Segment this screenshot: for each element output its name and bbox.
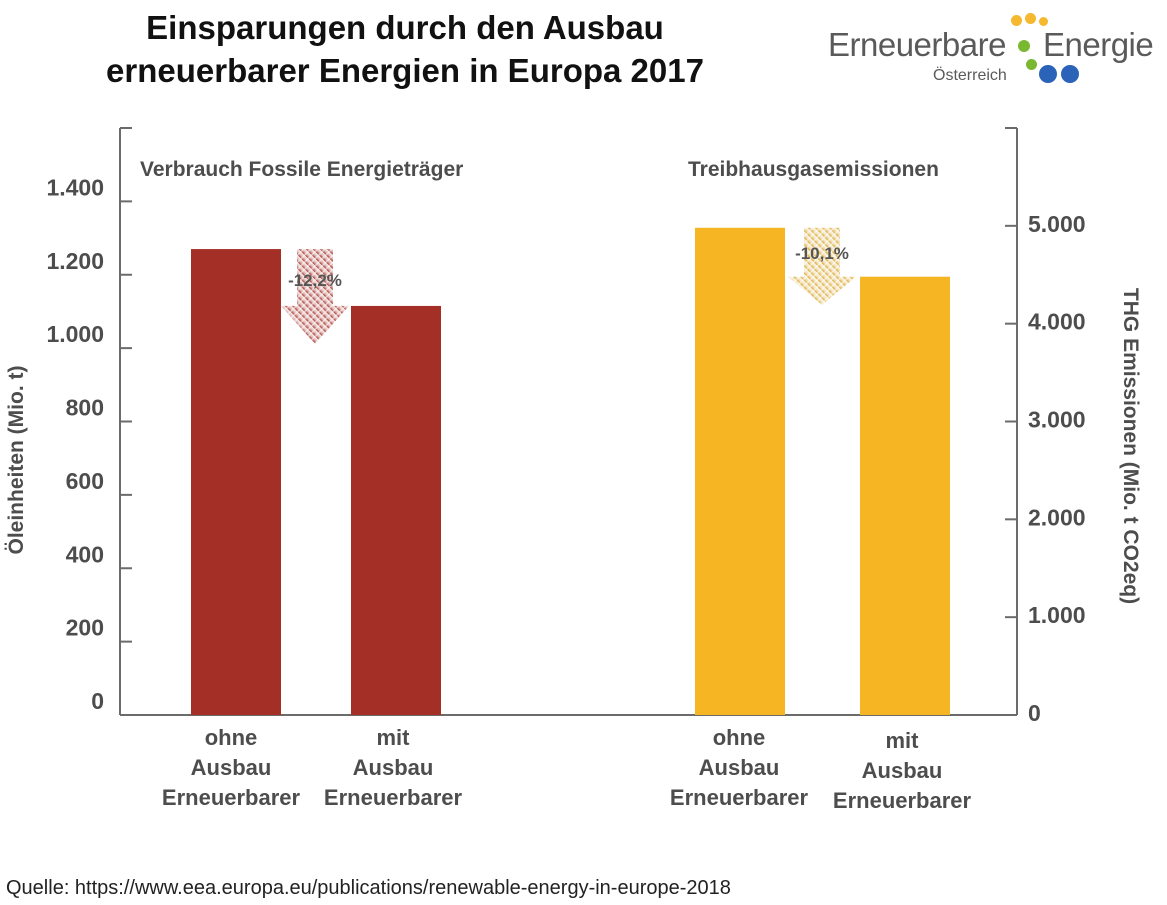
- left-axis-tick-label: 1.000: [46, 321, 104, 347]
- logo-dot-blue-1: [1039, 65, 1057, 83]
- left-axis-tick-label: 400: [66, 541, 104, 567]
- logo-name-part-1: Erneuerbare: [828, 26, 1006, 63]
- change-label-1: -10,1%: [795, 244, 849, 263]
- group-title-1: Treibhausgasemissionen: [688, 158, 939, 181]
- chart-title: Einsparungen durch den Ausbau erneuerbar…: [40, 6, 770, 92]
- reduction-arrow-0: [281, 249, 349, 344]
- change-label-0: -12,2%: [288, 271, 342, 290]
- logo-dot-yellow-1: [1011, 15, 1022, 26]
- right-axis-tick-label: 3.000: [1028, 407, 1086, 433]
- category-label-0-1: Erneuerbarer: [324, 785, 463, 810]
- right-axis-tick-label: 4.000: [1028, 309, 1086, 335]
- left-axis-tick-label: 1.200: [46, 248, 104, 274]
- logo: Erneuerbare Energie Österreich: [826, 12, 1161, 92]
- left-axis-tick-label: 1.400: [46, 174, 104, 200]
- group-title-0: Verbrauch Fossile Energieträger: [140, 158, 463, 181]
- right-axis-label: THG Emissionen (Mio. t CO2eq): [1119, 288, 1142, 604]
- category-label-1-0: Ausbau: [699, 755, 780, 780]
- bar-0-1: [351, 305, 441, 715]
- category-label-0-1: Ausbau: [353, 755, 434, 780]
- logo-dot-green-1: [1018, 40, 1030, 52]
- left-axis-tick-label: 200: [66, 615, 104, 641]
- left-axis-label: Öleinheiten (Mio. t): [5, 366, 28, 555]
- bar-0-0: [191, 249, 281, 715]
- right-axis-tick-label: 1.000: [1028, 602, 1086, 628]
- chart-title-line-2: erneuerbarer Energien in Europa 2017: [106, 52, 704, 89]
- category-label-0-0: Ausbau: [191, 755, 272, 780]
- right-axis-tick-label: 2.000: [1028, 504, 1086, 530]
- logo-dot-green-2: [1026, 59, 1037, 70]
- right-axis-tick-label: 5.000: [1028, 211, 1086, 237]
- category-label-1-1: mit: [886, 728, 920, 753]
- category-label-1-0: ohne: [713, 725, 766, 750]
- left-axis-tick-label: 0: [91, 688, 104, 714]
- category-label-0-0: Erneuerbarer: [162, 785, 301, 810]
- logo-name-part-2: Energie: [1043, 26, 1154, 63]
- left-axis-tick-label: 600: [66, 468, 104, 494]
- logo-dot-yellow-2: [1025, 13, 1036, 24]
- logo-dot-yellow-3: [1039, 17, 1048, 26]
- logo-dot-blue-2: [1061, 65, 1079, 83]
- right-axis-tick-label: 0: [1028, 700, 1041, 726]
- logo-subtitle: Österreich: [933, 67, 1007, 84]
- source-note: Quelle: https://www.eea.europa.eu/public…: [6, 877, 731, 899]
- category-label-1-1: Erneuerbarer: [833, 788, 972, 813]
- left-axis-tick-label: 800: [66, 395, 104, 421]
- bar-1-0: [695, 227, 785, 716]
- bar-1-1: [860, 276, 950, 715]
- chart-title-line-1: Einsparungen durch den Ausbau: [146, 9, 664, 46]
- category-label-1-1: Ausbau: [862, 758, 943, 783]
- category-label-0-1: mit: [377, 725, 411, 750]
- category-label-0-0: ohne: [205, 725, 258, 750]
- category-label-1-0: Erneuerbarer: [670, 785, 809, 810]
- reduction-arrow-1: [788, 227, 856, 305]
- bar-chart: 0 200 400 600 800 1.000 1.200 1.400 0 1.000 2.000 3…: [5, 127, 1142, 813]
